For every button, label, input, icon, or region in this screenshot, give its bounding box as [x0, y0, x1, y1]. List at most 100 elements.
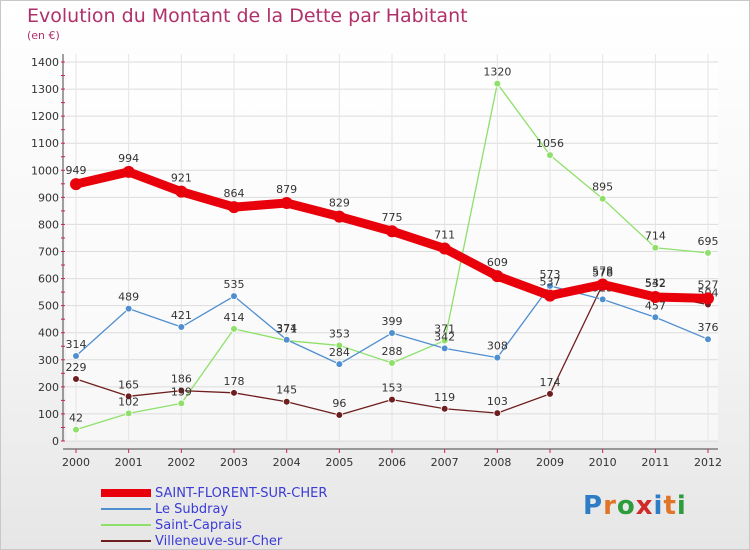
data-point: [702, 292, 714, 305]
y-tick-label: 700: [38, 246, 59, 259]
data-point: [440, 344, 449, 353]
x-tick-label: 2010: [589, 456, 617, 469]
legend-item: Le Subdray: [101, 501, 327, 517]
y-tick-label: 1200: [31, 110, 59, 123]
data-label: 178: [224, 375, 245, 388]
legend-label: Le Subdray: [155, 501, 229, 517]
legend-item: SAINT-FLORENT-SUR-CHER: [101, 485, 327, 501]
x-tick-label: 2006: [378, 456, 406, 469]
data-point: [704, 335, 712, 344]
data-label: 695: [698, 235, 719, 248]
data-point: [122, 165, 135, 178]
data-point: [386, 225, 398, 238]
chart-subtitle: (en €): [27, 29, 60, 42]
data-point: [546, 151, 554, 159]
y-tick-label: 1300: [31, 83, 59, 96]
data-label: 374: [276, 322, 297, 335]
y-tick-label: 800: [38, 218, 59, 231]
x-tick-label: 2008: [483, 456, 511, 469]
data-label: 229: [66, 361, 87, 374]
data-point: [440, 404, 449, 413]
data-label: 527: [698, 278, 719, 291]
data-label: 371: [276, 323, 297, 336]
y-tick-label: 200: [38, 381, 59, 394]
data-point: [491, 270, 504, 283]
data-point: [282, 397, 291, 406]
x-tick-label: 2000: [62, 456, 90, 469]
data-label: 376: [698, 321, 719, 334]
data-point: [124, 409, 133, 418]
data-label: 489: [118, 291, 139, 304]
data-label: 288: [382, 345, 403, 358]
data-label: 949: [66, 164, 87, 177]
proxiti-logo: Proxiti: [583, 491, 687, 521]
data-point: [388, 395, 396, 404]
data-point: [493, 79, 502, 88]
data-label: 139: [171, 385, 192, 398]
data-label: 414: [224, 311, 245, 324]
legend-label: Saint-Caprais: [155, 517, 242, 533]
data-point: [72, 425, 80, 434]
data-point: [544, 289, 556, 302]
y-tick-label: 600: [38, 273, 59, 286]
y-tick-label: 1000: [31, 164, 59, 177]
legend-swatch: [101, 508, 151, 510]
legend-item: Saint-Caprais: [101, 517, 327, 533]
data-point: [598, 194, 607, 203]
data-label: 174: [540, 376, 561, 389]
x-tick-label: 2004: [273, 456, 301, 469]
data-label: 1320: [483, 66, 511, 79]
data-label: 578: [592, 267, 613, 280]
data-label: 308: [487, 340, 508, 353]
data-point: [335, 360, 344, 368]
data-point: [335, 341, 344, 350]
legend-swatch: [101, 524, 151, 526]
data-label: 573: [540, 268, 561, 281]
data-label: 153: [382, 382, 403, 395]
data-label: 371: [434, 323, 455, 336]
x-tick-label: 2002: [167, 456, 195, 469]
legend-label: Villeneuve-sur-Cher: [155, 533, 283, 549]
data-point: [493, 409, 502, 417]
data-point: [177, 386, 186, 395]
data-point: [72, 352, 80, 360]
data-label: 895: [592, 181, 613, 194]
y-tick-label: 400: [38, 327, 59, 340]
data-label: 864: [224, 187, 245, 200]
chart-title: Evolution du Montant de la Dette par Hab…: [27, 5, 468, 27]
data-label: 1056: [536, 137, 564, 150]
data-label: 96: [332, 397, 346, 410]
data-point: [230, 292, 238, 300]
data-point: [177, 323, 186, 331]
y-tick-label: 0: [52, 435, 59, 448]
data-label: 535: [224, 278, 245, 291]
data-label: 165: [118, 378, 139, 391]
x-tick-label: 2009: [536, 456, 564, 469]
data-point: [649, 290, 662, 303]
data-point: [596, 278, 609, 291]
data-point: [282, 335, 291, 344]
data-point: [70, 178, 82, 191]
data-label: 829: [329, 197, 350, 210]
data-point: [651, 243, 660, 252]
x-tick-label: 2003: [220, 456, 248, 469]
data-label: 102: [118, 395, 139, 408]
data-label: 284: [329, 346, 350, 359]
data-point: [704, 249, 712, 257]
data-point: [230, 325, 238, 333]
data-point: [230, 389, 238, 397]
x-tick-label: 2005: [325, 456, 353, 469]
data-point: [228, 201, 240, 214]
data-label: 578: [592, 265, 613, 278]
data-label: 314: [66, 338, 87, 351]
legend-item: Villeneuve-sur-Cher: [101, 533, 327, 549]
data-label: 532: [645, 277, 666, 290]
legend-swatch: [101, 489, 151, 497]
data-label: 537: [540, 276, 561, 289]
chart-legend: SAINT-FLORENT-SUR-CHER Le Subdray Saint-Ca…: [101, 485, 327, 549]
data-label: 714: [645, 230, 666, 243]
data-point: [598, 295, 607, 304]
legend-swatch: [101, 540, 151, 542]
x-tick-label: 2001: [115, 456, 143, 469]
data-label: 399: [382, 315, 403, 328]
